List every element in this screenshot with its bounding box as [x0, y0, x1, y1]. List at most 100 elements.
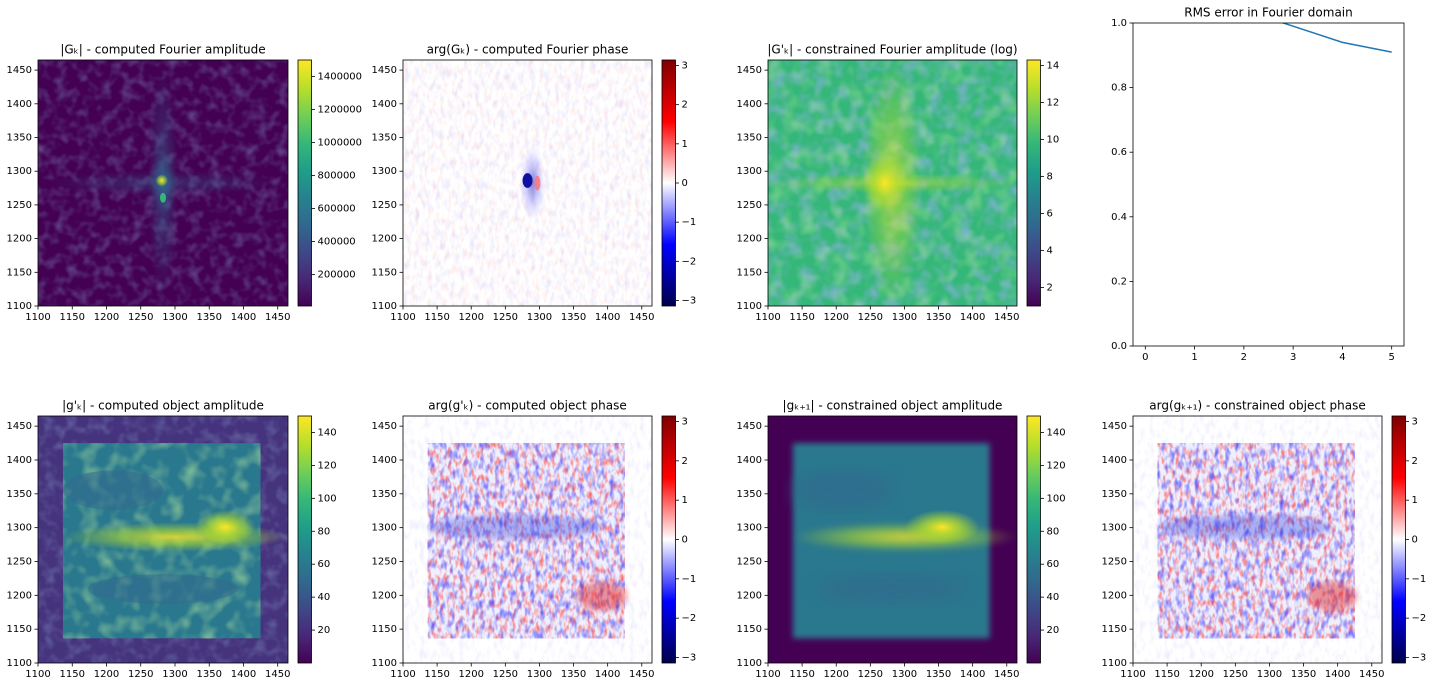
y-tick-label: 1150: [372, 267, 397, 278]
colorbar-tick-label: 2: [1412, 456, 1418, 467]
colorbar: [661, 415, 676, 664]
y-tick-label: 1350: [372, 489, 397, 500]
colorbar-tick-label: 80: [1047, 526, 1060, 537]
y-tick-label: 1150: [7, 624, 32, 635]
y-tick-label: 1200: [737, 590, 762, 601]
colorbar-tick-label: 100: [1047, 493, 1066, 504]
axes-title: RMS error in Fourier domain: [1184, 6, 1353, 20]
colorbar-tick-label: 14: [1047, 61, 1060, 72]
y-tick-label: 1400: [372, 99, 397, 110]
x-tick-label: 1450: [1359, 669, 1384, 680]
colorbar-tick-label: 1: [682, 139, 688, 150]
y-tick-label: 1400: [7, 455, 32, 466]
y-tick-label: 1150: [737, 267, 762, 278]
x-tick-label: 1400: [231, 312, 256, 323]
colorbar: [1026, 59, 1041, 307]
x-tick-label: 1150: [424, 312, 449, 323]
axes-title: |G'ₖ| - constrained Fourier amplitude (l…: [767, 43, 1017, 57]
x-tick-label: 1200: [458, 312, 483, 323]
x-tick-label: 1400: [231, 669, 256, 680]
axes-title: arg(g'ₖ) - computed object phase: [428, 399, 626, 413]
y-tick-label: 1250: [1102, 556, 1127, 567]
y-tick-label: 1450: [372, 65, 397, 76]
x-tick-label: 4: [1339, 352, 1345, 363]
axes-title: arg(gₖ₊₁) - constrained object phase: [1149, 399, 1365, 413]
x-tick-label: 3: [1290, 352, 1296, 363]
y-tick-label: 1100: [7, 301, 32, 312]
plot-area: [38, 60, 288, 306]
x-tick-label: 1350: [197, 312, 222, 323]
x-tick-label: 1350: [197, 669, 222, 680]
colorbar-tick-label: 140: [1047, 427, 1066, 438]
colorbar-tick-label: 80: [318, 526, 331, 537]
image-feature: [534, 175, 541, 191]
panel: arg(gₖ₊₁) - constrained object phase 1100…: [1102, 399, 1427, 681]
colorbar-tick-label: 2: [682, 456, 688, 467]
colorbar-tick-label: −3: [682, 296, 697, 307]
y-tick-label: 1250: [737, 556, 762, 567]
colorbar-tick-label: 800000: [318, 171, 356, 182]
x-tick-label: 1400: [960, 669, 985, 680]
colorbar: [297, 59, 312, 307]
axes-title: |Gₖ| - computed Fourier amplitude: [60, 43, 265, 57]
x-tick-label: 1200: [1188, 669, 1213, 680]
x-tick-label: 1100: [1120, 669, 1145, 680]
y-tick-label: 1400: [372, 455, 397, 466]
y-tick-label: 1300: [372, 523, 397, 534]
colorbar-tick-label: 1400000: [318, 72, 363, 83]
colorbar-tick-label: 3: [1412, 417, 1418, 428]
y-tick-label: 1300: [372, 166, 397, 177]
y-tick-label: 1200: [372, 590, 397, 601]
colorbar-tick-label: 8: [1047, 172, 1053, 183]
colorbar-tick-label: −2: [682, 613, 697, 624]
colorbar-tick-label: 100: [318, 493, 337, 504]
colorbar-tick-label: 60: [1047, 559, 1060, 570]
y-tick-label: 1.0: [1111, 18, 1127, 29]
x-tick-label: 1200: [823, 669, 848, 680]
x-tick-label: 1300: [162, 669, 187, 680]
x-tick-label: 1100: [390, 312, 415, 323]
y-tick-label: 1250: [372, 200, 397, 211]
x-tick-label: 1150: [60, 312, 85, 323]
x-tick-label: 1200: [458, 669, 483, 680]
y-tick-label: 1300: [1102, 523, 1127, 534]
colorbar-tick-label: 200000: [318, 270, 356, 281]
y-tick-label: 1200: [7, 234, 32, 245]
axes-frame: [767, 415, 1018, 664]
colorbar-tick-label: 120: [318, 460, 337, 471]
x-tick-label: 1450: [994, 312, 1019, 323]
image-feature: [577, 581, 628, 612]
colorbar-tick-label: −3: [682, 652, 697, 663]
colorbar-tick-label: 6: [1047, 209, 1053, 220]
colorbar-tick-label: 1: [682, 495, 688, 506]
y-tick-label: 1300: [737, 166, 762, 177]
x-tick-label: 1100: [755, 669, 780, 680]
y-tick-label: 1350: [372, 133, 397, 144]
x-tick-label: 1450: [629, 312, 654, 323]
y-tick-label: 1300: [737, 523, 762, 534]
colorbar-tick-label: 0: [682, 535, 688, 546]
x-tick-label: 1300: [162, 312, 187, 323]
x-tick-label: 1400: [1325, 669, 1350, 680]
panel: |Gₖ| - computed Fourier amplitude 1100 115…: [7, 43, 363, 324]
x-tick-label: 1250: [858, 669, 883, 680]
y-tick-label: 1450: [7, 65, 32, 76]
x-tick-label: 1250: [128, 312, 153, 323]
axes-frame: [37, 415, 289, 664]
colorbar-tick-label: −2: [682, 256, 697, 267]
colorbar-tick-label: −1: [682, 574, 697, 585]
colorbar-tick-label: 1000000: [318, 138, 363, 149]
colorbar-tick-label: 140: [318, 427, 337, 438]
colorbar-tick-label: −2: [1412, 613, 1427, 624]
image-feature: [63, 470, 163, 510]
image-feature: [792, 522, 1017, 552]
image-feature: [1157, 514, 1333, 540]
x-tick-label: 1300: [527, 312, 552, 323]
x-tick-label: 1: [1191, 352, 1197, 363]
panel: |gₖ₊₁| - constrained object amplitude 110…: [737, 399, 1066, 681]
x-tick-label: 1250: [493, 312, 518, 323]
axes-title: |gₖ₊₁| - constrained object amplitude: [783, 399, 1003, 413]
x-tick-label: 1100: [755, 312, 780, 323]
y-tick-label: 1100: [7, 658, 32, 669]
y-tick-label: 1450: [1102, 421, 1127, 432]
